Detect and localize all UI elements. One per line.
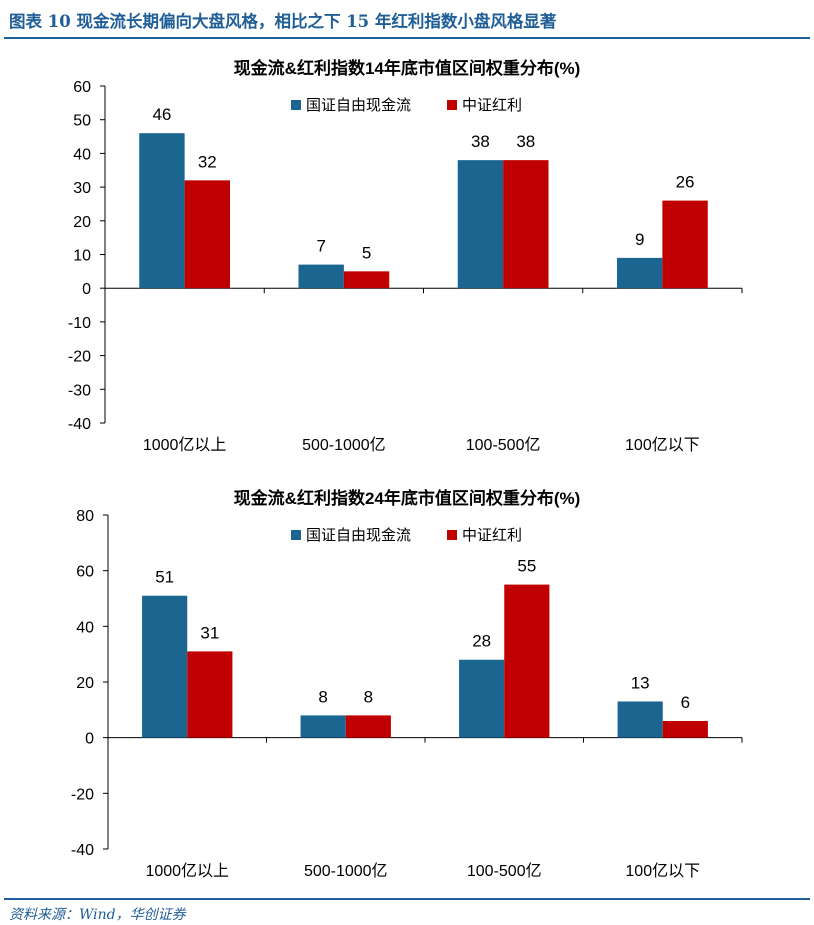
bar-series1 [142,595,188,738]
data-label: 26 [676,173,695,192]
source-note: 资料来源：Wind，华创证券 [9,907,186,923]
y-tick-label: 30 [73,180,91,197]
legend-swatch [291,100,301,110]
data-label: 46 [152,105,171,124]
category-label: 1000亿以上 [145,862,229,880]
bar-series1 [139,133,185,289]
category-label: 1000亿以上 [143,436,227,454]
bar-series1 [617,701,663,738]
chart-title: 现金流&红利指数14年底市值区间权重分布(%) [234,58,581,78]
legend-swatch [447,530,457,540]
bar-series1 [459,659,505,738]
data-label: 5 [362,243,371,262]
header-rule [4,37,810,39]
y-tick-label: 60 [76,564,94,581]
bar-series2 [662,720,708,738]
y-tick-label: -20 [68,349,91,366]
y-tick-label: 0 [82,281,91,298]
legend-swatch [291,530,301,540]
chart-2014: 现金流&红利指数14年底市值区间权重分布(%) 60 50 40 30 20 10 0 -10 -… [0,38,814,468]
y-tick-label: 80 [76,508,94,525]
y-tick-label: 10 [73,248,91,265]
bar-series2 [184,180,231,289]
y-tick-label: 40 [76,619,94,636]
y-tick-label: 60 [73,79,91,96]
y-tick-label: 50 [73,113,91,130]
legend-label: 国证自由现金流 [306,97,411,114]
category-label: 500-1000亿 [304,862,388,880]
bar-series1 [298,264,344,289]
y-tick-label: 0 [85,731,94,748]
legend-label: 国证自由现金流 [306,527,411,544]
y-tick-label: -10 [68,315,91,332]
bar-series1 [300,715,346,738]
category-label: 100-500亿 [466,436,541,454]
chart-2014-svg: 现金流&红利指数14年底市值区间权重分布(%) 60 50 40 30 20 10 0 -10 -… [68,58,743,454]
category-label: 100亿以下 [625,862,700,880]
figure-title: 图表 10 现金流长期偏向大盘风格，相比之下 15 年红利指数小盘风格显著 [9,12,557,31]
data-label: 7 [316,237,325,256]
bar-series2 [343,271,390,289]
bar-series2 [662,200,708,289]
data-label: 6 [681,693,690,712]
category-label: 100-500亿 [467,862,542,880]
data-label: 32 [198,152,217,171]
data-label: 8 [364,687,373,706]
figure-header: 图表 10 现金流长期偏向大盘风格，相比之下 15 年红利指数小盘风格显著 [0,0,814,38]
y-tick-label: -20 [71,786,94,803]
y-tick-label: 20 [73,214,91,231]
data-label: 13 [631,673,650,692]
bar-series2 [503,160,549,289]
y-tick-label: -40 [68,416,91,433]
bar-series1 [616,257,663,289]
data-label: 31 [200,623,219,642]
y-tick-label: 20 [76,675,94,692]
bar-series2 [504,584,550,738]
data-label: 38 [516,132,535,151]
bar-series1 [457,160,504,289]
legend-label: 中证红利 [462,97,522,114]
y-tick-label: -40 [71,842,94,859]
data-label: 9 [635,230,644,249]
chart-2024-svg: 现金流&红利指数24年底市值区间权重分布(%) 80 60 40 20 0 -20 -40 51… [71,488,743,880]
data-label: 38 [471,132,490,151]
bar-series2 [345,715,391,738]
legend-label: 中证红利 [462,527,522,544]
chart-2024: 现金流&红利指数24年底市值区间权重分布(%) 80 60 40 20 0 -20 -40 51… [0,468,814,898]
data-label: 28 [472,632,491,651]
chart-title: 现金流&红利指数24年底市值区间权重分布(%) [234,488,581,508]
bar-series2 [187,651,233,738]
category-label: 100亿以下 [625,436,700,454]
category-label: 500-1000亿 [302,436,386,454]
footer-rule [4,898,810,900]
y-tick-label: 40 [73,146,91,163]
y-tick-label: -30 [68,382,91,399]
legend-swatch [447,100,457,110]
data-label: 55 [517,557,536,576]
data-label: 51 [155,568,174,587]
data-label: 8 [318,687,327,706]
